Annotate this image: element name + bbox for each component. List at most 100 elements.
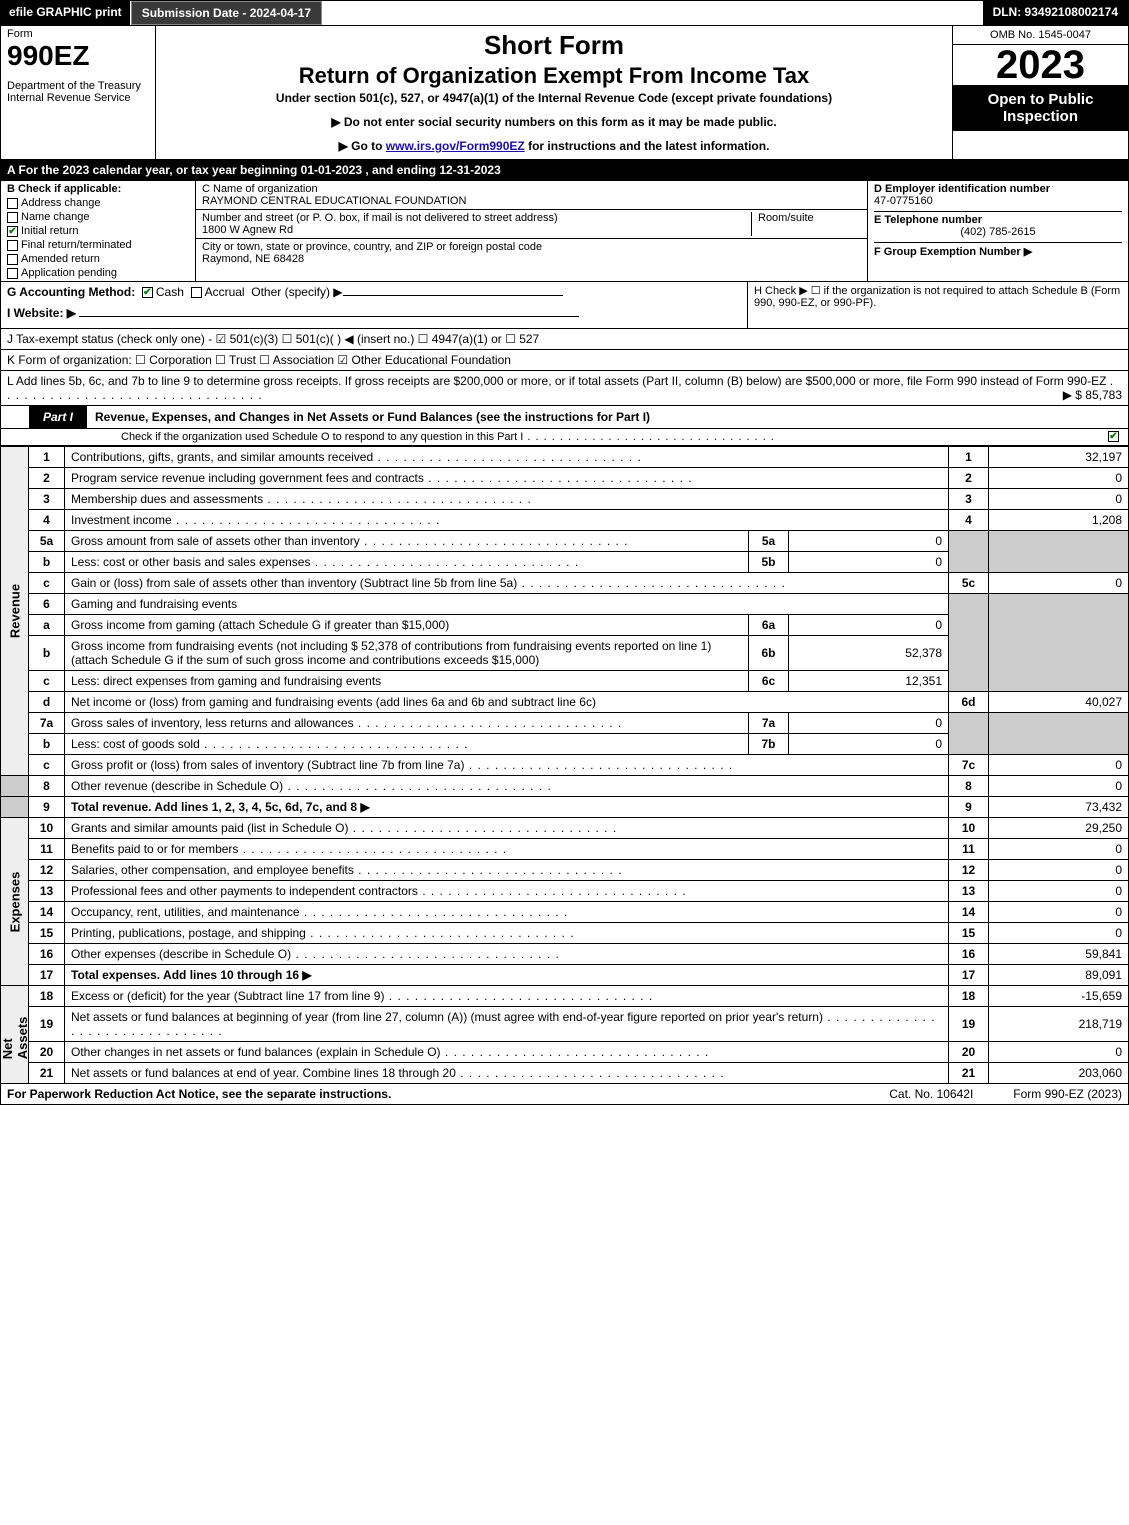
subval-5a: 0 bbox=[789, 531, 949, 552]
ln-20: 20 bbox=[29, 1042, 65, 1063]
gray-6 bbox=[949, 594, 989, 692]
val-10: 29,250 bbox=[989, 818, 1129, 839]
header-right: OMB No. 1545-0047 2023 Open to Public In… bbox=[953, 26, 1128, 159]
chk-address-change[interactable]: Address change bbox=[7, 197, 189, 209]
num-15: 15 bbox=[949, 923, 989, 944]
open-to-public: Open to Public Inspection bbox=[953, 85, 1128, 131]
val-16: 59,841 bbox=[989, 944, 1129, 965]
desc-2: Program service revenue including govern… bbox=[65, 468, 949, 489]
part1-schedule-o-checkbox[interactable]: ✔ bbox=[1108, 431, 1119, 442]
side-net-assets: Net Assets bbox=[1, 986, 29, 1084]
val-6d: 40,027 bbox=[989, 692, 1129, 713]
col-d-e-f: D Employer identification number 47-0775… bbox=[868, 181, 1128, 281]
num-21: 21 bbox=[949, 1063, 989, 1084]
num-4: 4 bbox=[949, 510, 989, 531]
ln-6c: c bbox=[29, 671, 65, 692]
row-l: L Add lines 5b, 6c, and 7b to line 9 to … bbox=[0, 371, 1129, 406]
desc-13: Professional fees and other payments to … bbox=[65, 881, 949, 902]
chk-final-return[interactable]: Final return/terminated bbox=[7, 239, 189, 251]
desc-5c: Gain or (loss) from sale of assets other… bbox=[65, 573, 949, 594]
c-street-label: Number and street (or P. O. box, if mail… bbox=[202, 212, 751, 224]
l-text: L Add lines 5b, 6c, and 7b to line 9 to … bbox=[7, 374, 1106, 388]
desc-7a: Gross sales of inventory, less returns a… bbox=[65, 713, 749, 734]
subval-6c: 12,351 bbox=[789, 671, 949, 692]
department-label: Department of the Treasury Internal Reve… bbox=[7, 80, 149, 104]
grayval-6 bbox=[989, 594, 1129, 692]
ln-10: 10 bbox=[29, 818, 65, 839]
chk-amended-return[interactable]: Amended return bbox=[7, 253, 189, 265]
ln-5c: c bbox=[29, 573, 65, 594]
ln-6d: d bbox=[29, 692, 65, 713]
chk-name-change[interactable]: Name change bbox=[7, 211, 189, 223]
header-mid: Short Form Return of Organization Exempt… bbox=[156, 26, 953, 159]
ln-1: 1 bbox=[29, 447, 65, 468]
val-17: 89,091 bbox=[989, 965, 1129, 986]
e-phone-label: E Telephone number bbox=[874, 214, 1122, 226]
ln-5a: 5a bbox=[29, 531, 65, 552]
footer-left: For Paperwork Reduction Act Notice, see … bbox=[7, 1087, 849, 1101]
irs-link[interactable]: www.irs.gov/Form990EZ bbox=[386, 139, 525, 153]
form-title: Return of Organization Exempt From Incom… bbox=[164, 63, 944, 89]
c-city-label: City or town, state or province, country… bbox=[202, 241, 861, 253]
ln-2: 2 bbox=[29, 468, 65, 489]
desc-18: Excess or (deficit) for the year (Subtra… bbox=[65, 986, 949, 1007]
ln-6: 6 bbox=[29, 594, 65, 615]
submission-date: Submission Date - 2024-04-17 bbox=[131, 1, 322, 25]
desc-19: Net assets or fund balances at beginning… bbox=[65, 1007, 949, 1042]
val-18: -15,659 bbox=[989, 986, 1129, 1007]
g-accrual-checkbox[interactable] bbox=[191, 287, 202, 298]
notice-goto-pre: ▶ Go to bbox=[339, 139, 386, 153]
notice-goto-post: for instructions and the latest informat… bbox=[528, 139, 769, 153]
chk-initial-return[interactable]: ✔Initial return bbox=[7, 225, 189, 237]
spacer bbox=[322, 1, 982, 25]
short-form-title: Short Form bbox=[164, 30, 944, 61]
ln-5b: b bbox=[29, 552, 65, 573]
desc-14: Occupancy, rent, utilities, and maintena… bbox=[65, 902, 949, 923]
desc-3: Membership dues and assessments bbox=[65, 489, 949, 510]
l-amount: ▶ $ 85,783 bbox=[1063, 388, 1122, 402]
desc-20: Other changes in net assets or fund bala… bbox=[65, 1042, 949, 1063]
i-website-input[interactable] bbox=[79, 305, 579, 317]
val-12: 0 bbox=[989, 860, 1129, 881]
top-bar: efile GRAPHIC print Submission Date - 20… bbox=[0, 0, 1129, 26]
desc-15: Printing, publications, postage, and shi… bbox=[65, 923, 949, 944]
sub-5b: 5b bbox=[749, 552, 789, 573]
val-2: 0 bbox=[989, 468, 1129, 489]
efile-print-button[interactable]: efile GRAPHIC print bbox=[1, 1, 131, 25]
f-group-label: F Group Exemption Number ▶ bbox=[874, 245, 1122, 258]
form-subtitle: Under section 501(c), 527, or 4947(a)(1)… bbox=[164, 91, 944, 105]
org-name: RAYMOND CENTRAL EDUCATIONAL FOUNDATION bbox=[202, 195, 861, 207]
b-label: B Check if applicable: bbox=[7, 183, 189, 195]
num-2: 2 bbox=[949, 468, 989, 489]
g-other-input[interactable] bbox=[343, 284, 563, 296]
val-8: 0 bbox=[989, 776, 1129, 797]
val-7c: 0 bbox=[989, 755, 1129, 776]
num-20: 20 bbox=[949, 1042, 989, 1063]
ln-11: 11 bbox=[29, 839, 65, 860]
ln-7a: 7a bbox=[29, 713, 65, 734]
form-word: Form bbox=[7, 28, 149, 40]
g-cash-checkbox[interactable]: ✔ bbox=[142, 287, 153, 298]
c-street-row: Number and street (or P. O. box, if mail… bbox=[196, 210, 867, 239]
row-j: J Tax-exempt status (check only one) - ☑… bbox=[0, 329, 1129, 350]
col-b: B Check if applicable: Address change Na… bbox=[1, 181, 196, 281]
desc-5a: Gross amount from sale of assets other t… bbox=[65, 531, 749, 552]
d-ein-label: D Employer identification number bbox=[874, 183, 1122, 195]
form-number: 990EZ bbox=[7, 40, 149, 72]
val-1: 32,197 bbox=[989, 447, 1129, 468]
chk-application-pending[interactable]: Application pending bbox=[7, 267, 189, 279]
val-20: 0 bbox=[989, 1042, 1129, 1063]
desc-6b: Gross income from fundraising events (no… bbox=[65, 636, 749, 671]
desc-8: Other revenue (describe in Schedule O) bbox=[65, 776, 949, 797]
num-8: 8 bbox=[949, 776, 989, 797]
c-name-label: C Name of organization bbox=[202, 183, 861, 195]
val-5c: 0 bbox=[989, 573, 1129, 594]
desc-1: Contributions, gifts, grants, and simila… bbox=[65, 447, 949, 468]
desc-6c: Less: direct expenses from gaming and fu… bbox=[65, 671, 749, 692]
org-city: Raymond, NE 68428 bbox=[202, 253, 861, 265]
ln-6b: b bbox=[29, 636, 65, 671]
num-14: 14 bbox=[949, 902, 989, 923]
desc-5b: Less: cost or other basis and sales expe… bbox=[65, 552, 749, 573]
dln-label: DLN: 93492108002174 bbox=[983, 1, 1128, 25]
num-17: 17 bbox=[949, 965, 989, 986]
